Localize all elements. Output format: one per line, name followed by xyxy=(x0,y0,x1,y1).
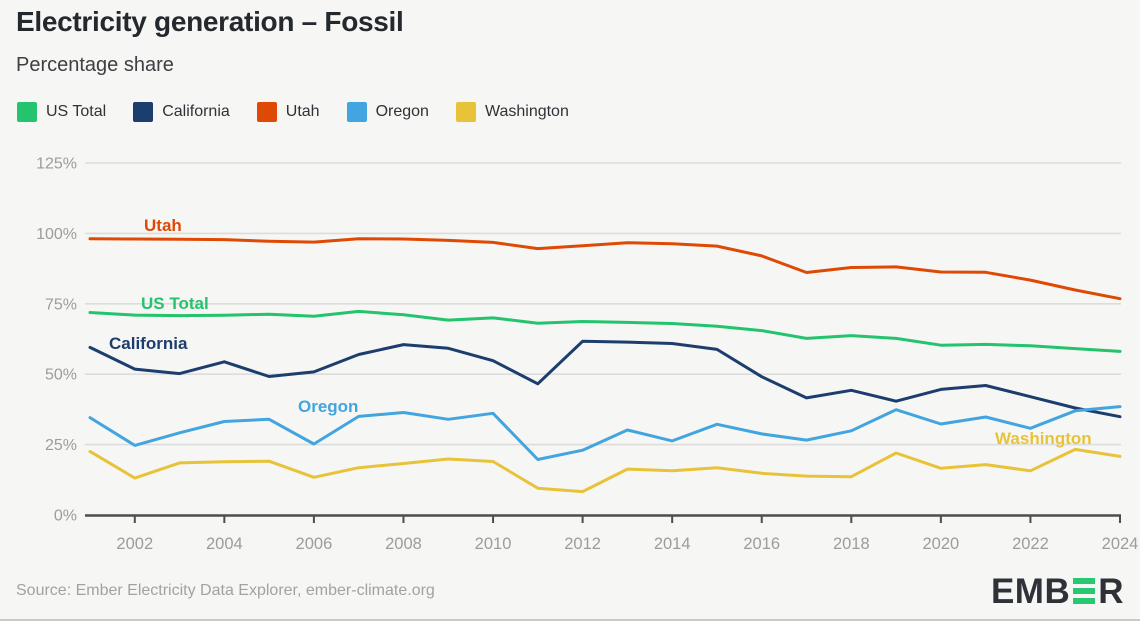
x-tick-label: 2022 xyxy=(1012,535,1049,553)
x-tick-label: 2010 xyxy=(475,535,512,553)
legend-label: US Total xyxy=(46,103,107,120)
x-tick-label: 2016 xyxy=(743,535,780,553)
series-label-oregon: Oregon xyxy=(298,397,358,416)
x-tick-label: 2024 xyxy=(1102,535,1139,553)
footer: Source: Ember Electricity Data Explorer,… xyxy=(16,570,1124,612)
y-tick-label: 75% xyxy=(45,296,77,313)
legend-label: Washington xyxy=(484,103,569,120)
x-tick-label: 2018 xyxy=(833,535,870,553)
legend-item-california: California xyxy=(133,102,230,122)
x-tick-label: 2004 xyxy=(206,535,243,553)
x-tick-label: 2012 xyxy=(564,535,601,553)
legend-label: Oregon xyxy=(375,103,429,120)
legend-item-washington: Washington xyxy=(455,102,569,122)
x-tick-label: 2008 xyxy=(385,535,422,553)
x-tick-label: 2006 xyxy=(296,535,333,553)
page-subtitle: Percentage share xyxy=(16,54,174,76)
legend-label: California xyxy=(162,103,230,120)
series-line-us-total xyxy=(88,309,1122,353)
series-line-oregon xyxy=(88,405,1122,461)
legend-swatch-us-total xyxy=(17,102,37,122)
page-title: Electricity generation – Fossil xyxy=(16,6,404,37)
logo-green-e-icon xyxy=(1073,578,1096,605)
legend-swatch-utah xyxy=(256,102,277,122)
logo-text-emb: EMB xyxy=(990,571,1071,611)
series-label-washington: Washington xyxy=(995,429,1092,448)
legend-item-utah: Utah xyxy=(256,102,320,122)
y-tick-label: 25% xyxy=(45,437,77,454)
legend-swatch-washington xyxy=(455,102,476,122)
series-label-us-total: US Total xyxy=(141,294,209,313)
series-label-california: California xyxy=(109,334,188,353)
ember-logo: EMB R xyxy=(991,574,1124,609)
x-tick-label: 2020 xyxy=(923,535,960,553)
x-tick-label: 2014 xyxy=(654,535,691,553)
legend-label: Utah xyxy=(285,103,320,120)
legend-item-us-total: US Total xyxy=(17,102,106,122)
y-tick-label: 0% xyxy=(54,508,77,525)
y-tick-label: 125% xyxy=(36,156,77,173)
series-label-utah: Utah xyxy=(144,216,182,235)
source-text: Source: Ember Electricity Data Explorer,… xyxy=(16,582,435,599)
series-line-california xyxy=(88,339,1122,419)
bottom-divider xyxy=(0,619,1140,621)
line-chart: 0% 25% 50% 75% 100% 125% 2002 2004 2006 2008 2010 2… xyxy=(36,156,1139,554)
y-tick-label: 50% xyxy=(45,367,77,384)
y-tick-label: 100% xyxy=(36,226,77,243)
x-tick-label: 2002 xyxy=(116,535,153,553)
legend-swatch-california xyxy=(133,102,154,122)
series-line-washington xyxy=(88,447,1122,494)
legend-swatch-oregon xyxy=(346,102,367,122)
series-line-utah xyxy=(88,237,1122,301)
logo-text-r: R xyxy=(1098,571,1124,611)
legend-item-oregon: Oregon xyxy=(346,102,429,122)
legend: US Total California Utah Oregon Washington xyxy=(17,102,569,122)
